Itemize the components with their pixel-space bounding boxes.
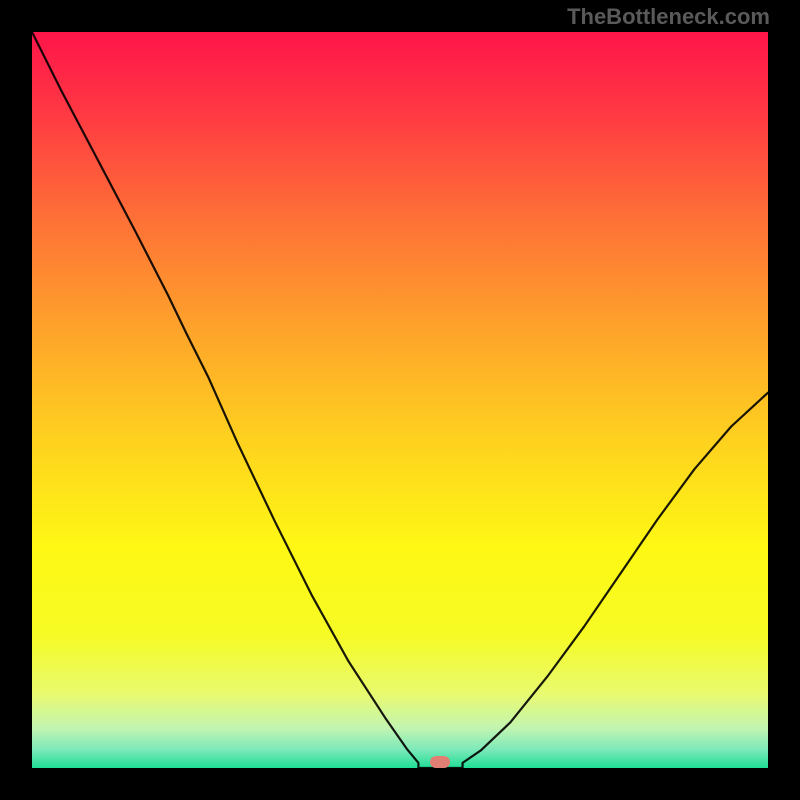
plot-area	[32, 32, 768, 768]
bottleneck-curve	[32, 32, 768, 768]
chart-stage: TheBottleneck.com	[0, 0, 800, 800]
watermark-text: TheBottleneck.com	[567, 4, 770, 30]
valley-marker	[430, 756, 450, 768]
